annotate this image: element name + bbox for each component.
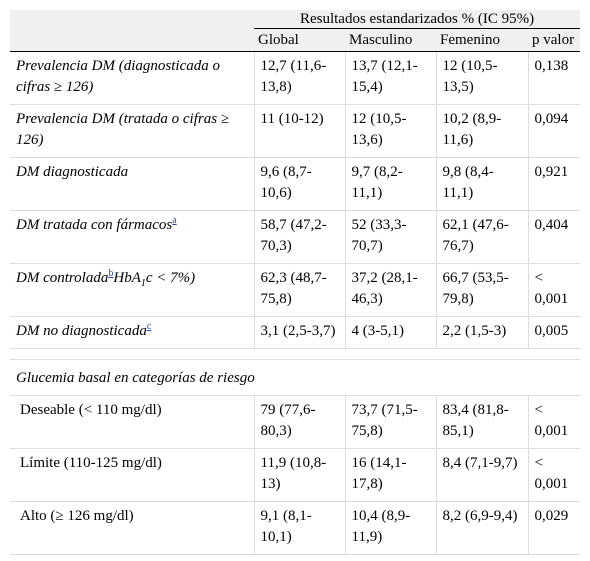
table-row: DM diagnosticada 9,6 (8,7-10,6) 9,7 (8,2… <box>10 157 581 211</box>
row-label: Prevalencia DM (diagnosticada o cifras ≥… <box>10 51 254 105</box>
row-label: DM diagnosticada <box>10 157 254 211</box>
cell-p-valor: < 0,001 <box>527 395 581 449</box>
column-header-global: Global <box>254 28 345 52</box>
cell-global: 12,7 (11,6-13,8) <box>253 51 345 105</box>
cell-femenino: 10,2 (8,9-11,6) <box>435 104 528 158</box>
table-row: DM controladabHbA1c < 7%) 62,3 (48,7-75,… <box>10 263 581 317</box>
spacer-cell <box>10 348 581 360</box>
cell-global: 79 (77,6-80,3) <box>253 395 345 449</box>
cell-femenino: 62,1 (47,6-76,7) <box>435 210 528 264</box>
cell-femenino: 2,2 (1,5-3) <box>435 316 528 349</box>
cell-p-valor: < 0,001 <box>527 263 581 317</box>
header-row-group: Resultados estandarizados % (IC 95%) <box>10 10 581 29</box>
cell-p-valor: 0,138 <box>527 51 581 105</box>
row-label-text: DM tratada con fármacos <box>16 217 173 233</box>
cell-p-valor: 0,094 <box>527 104 581 158</box>
row-label: DM no diagnosticadac <box>10 316 254 349</box>
cell-femenino: 66,7 (53,5-79,8) <box>435 263 528 317</box>
group-header: Resultados estandarizados % (IC 95%) <box>254 10 581 29</box>
results-table: Resultados estandarizados % (IC 95%) Glo… <box>10 10 581 555</box>
table-row: DM tratada con fármacosa 58,7 (47,2-70,3… <box>10 210 581 264</box>
cell-femenino: 12 (10,5-13,5) <box>435 51 528 105</box>
section-title: Glucemia basal en categorías de riesgo <box>10 359 581 396</box>
row-label: Deseable (< 110 mg/dl) <box>10 395 254 449</box>
cell-global: 11 (10-12) <box>253 104 345 158</box>
cell-global: 58,7 (47,2-70,3) <box>253 210 345 264</box>
cell-femenino: 9,8 (8,4-11,1) <box>435 157 528 211</box>
cell-masculino: 73,7 (71,5-75,8) <box>344 395 436 449</box>
table-row: Prevalencia DM (diagnosticada o cifras ≥… <box>10 51 581 105</box>
cell-femenino: 8,2 (6,9-9,4) <box>435 501 528 555</box>
results-table-container: Resultados estandarizados % (IC 95%) Glo… <box>10 10 581 555</box>
row-label-text: DM controlada <box>16 270 109 286</box>
table-row: Deseable (< 110 mg/dl) 79 (77,6-80,3) 73… <box>10 395 581 449</box>
header-blank-cell <box>10 10 254 29</box>
cell-global: 3,1 (2,5-3,7) <box>253 316 345 349</box>
footnote-link-c[interactable]: c <box>146 321 152 332</box>
cell-masculino: 37,2 (28,1-46,3) <box>344 263 436 317</box>
row-label-subscript: 1 <box>140 278 146 289</box>
cell-masculino: 12 (10,5-13,6) <box>344 104 436 158</box>
spacer-row <box>10 348 581 360</box>
cell-femenino: 8,4 (7,1-9,7) <box>435 448 528 502</box>
header-blank-cell <box>10 28 254 52</box>
table-row: Límite (110-125 mg/dl) 11,9 (10,8-13) 16… <box>10 448 581 502</box>
cell-masculino: 52 (33,3-70,7) <box>344 210 436 264</box>
column-header-femenino: Femenino <box>436 28 528 52</box>
row-label-text: c < 7%) <box>145 270 196 286</box>
cell-p-valor: 0,029 <box>527 501 581 555</box>
row-label: DM controladabHbA1c < 7%) <box>10 263 254 317</box>
cell-global: 62,3 (48,7-75,8) <box>253 263 345 317</box>
row-label-text: DM no diagnosticada <box>16 323 147 339</box>
footnote-link-a[interactable]: a <box>172 215 177 226</box>
cell-global: 11,9 (10,8-13) <box>253 448 345 502</box>
cell-femenino: 83,4 (81,8-85,1) <box>435 395 528 449</box>
table-row: Alto (≥ 126 mg/dl) 9,1 (8,1-10,1) 10,4 (… <box>10 501 581 555</box>
cell-global: 9,6 (8,7-10,6) <box>253 157 345 211</box>
cell-p-valor: 0,404 <box>527 210 581 264</box>
cell-masculino: 9,7 (8,2-11,1) <box>344 157 436 211</box>
cell-masculino: 16 (14,1-17,8) <box>344 448 436 502</box>
cell-masculino: 13,7 (12,1-15,4) <box>344 51 436 105</box>
cell-p-valor: < 0,001 <box>527 448 581 502</box>
row-label: Prevalencia DM (tratada o cifras ≥ 126) <box>10 104 254 158</box>
cell-p-valor: 0,005 <box>527 316 581 349</box>
header-row-columns: Global Masculino Femenino p valor <box>10 28 581 52</box>
cell-masculino: 10,4 (8,9-11,9) <box>344 501 436 555</box>
row-label: DM tratada con fármacosa <box>10 210 254 264</box>
column-header-p-valor: p valor <box>528 28 581 52</box>
cell-masculino: 4 (3-5,1) <box>344 316 436 349</box>
row-label: Alto (≥ 126 mg/dl) <box>10 501 254 555</box>
cell-p-valor: 0,921 <box>527 157 581 211</box>
row-label: Límite (110-125 mg/dl) <box>10 448 254 502</box>
column-header-masculino: Masculino <box>345 28 436 52</box>
footnote-link-b[interactable]: b <box>108 268 114 279</box>
table-row: Prevalencia DM (tratada o cifras ≥ 126) … <box>10 104 581 158</box>
cell-global: 9,1 (8,1-10,1) <box>253 501 345 555</box>
table-row: DM no diagnosticadac 3,1 (2,5-3,7) 4 (3-… <box>10 316 581 349</box>
section-row: Glucemia basal en categorías de riesgo <box>10 359 581 396</box>
row-label-text: HbA <box>113 270 141 286</box>
